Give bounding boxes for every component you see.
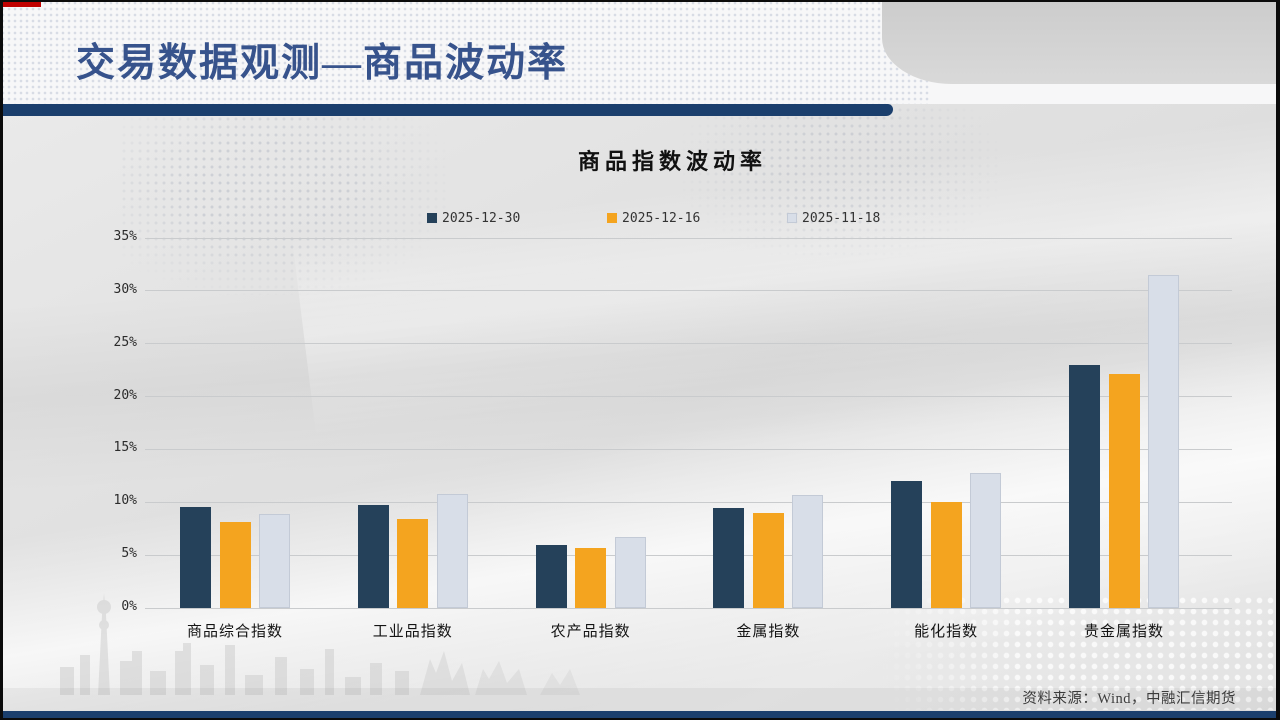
source-note: 资料来源：Wind，中融汇信期货 <box>1022 691 1236 707</box>
footer-strip <box>0 688 1280 712</box>
bar-2025-12-30-能化指数 <box>891 481 923 608</box>
chart-legend: 2025-12-30 2025-12-16 2025-11-18 <box>0 209 1280 227</box>
bottom-navy-bar <box>0 711 1280 718</box>
bar-2025-11-18-金属指数 <box>792 494 824 608</box>
header-band <box>0 0 1280 104</box>
y-tick-label: 5% <box>121 546 137 562</box>
legend-label: 2025-11-18 <box>802 210 881 226</box>
world-map-dots-pattern <box>680 90 1000 260</box>
legend-swatch-series1 <box>427 213 437 223</box>
halftone-dots-pattern <box>880 595 1280 710</box>
slide-title: 交易数据观测—商品波动率 <box>76 42 569 85</box>
bar-2025-12-16-贵金属指数 <box>1108 374 1140 608</box>
title-underline-bar <box>0 104 893 116</box>
legend-item: 2025-11-18 <box>787 209 880 227</box>
bar-2025-12-16-商品综合指数 <box>219 522 251 608</box>
bar-2025-12-30-商品综合指数 <box>180 506 211 608</box>
x-category-label: 农产品指数 <box>550 624 631 640</box>
bar-2025-11-18-农产品指数 <box>614 537 646 608</box>
y-tick-label: 30% <box>113 281 137 297</box>
bar-2025-12-30-农产品指数 <box>535 544 567 608</box>
frame-edge <box>0 718 1280 720</box>
header-dots-pattern <box>0 0 930 104</box>
gridline-5 <box>145 554 1232 556</box>
gridline-25 <box>145 343 1232 345</box>
legend-swatch-series2 <box>607 213 617 223</box>
world-map-dots-pattern <box>120 115 450 295</box>
bar-2025-12-16-工业品指数 <box>397 519 429 608</box>
gridline-10 <box>145 501 1232 503</box>
frame-edge <box>0 0 3 720</box>
gridline-30 <box>145 290 1232 292</box>
bar-2025-11-18-能化指数 <box>970 472 1002 608</box>
x-category-label: 工业品指数 <box>372 624 453 640</box>
bar-2025-11-18-商品综合指数 <box>259 513 290 608</box>
y-tick-label: 15% <box>113 440 137 456</box>
bar-2025-12-16-能化指数 <box>930 502 962 608</box>
y-tick-label: 25% <box>113 334 137 350</box>
bar-2025-12-30-贵金属指数 <box>1069 364 1100 608</box>
legend-item: 2025-12-16 <box>607 209 700 227</box>
bar-2025-12-16-农产品指数 <box>575 547 607 608</box>
y-tick-label: 35% <box>113 229 137 244</box>
frame-edge <box>0 0 1280 2</box>
legend-item: 2025-12-30 <box>427 209 520 227</box>
frame-edge <box>1276 0 1280 720</box>
x-category-label: 贵金属指数 <box>1083 624 1164 640</box>
header-gray-corner <box>882 0 1280 84</box>
bar-2025-12-16-金属指数 <box>752 512 784 608</box>
y-tick-label: 0% <box>121 599 137 614</box>
x-category-label: 能化指数 <box>914 624 979 640</box>
x-category-label: 金属指数 <box>736 624 801 640</box>
gridline-15 <box>145 448 1232 450</box>
legend-label: 2025-12-16 <box>622 210 701 226</box>
gridline-20 <box>145 396 1232 398</box>
gridline-35 <box>145 237 1232 239</box>
y-tick-label: 10% <box>113 493 137 509</box>
city-skyline-silhouette <box>60 593 580 695</box>
x-category-label: 商品综合指数 <box>186 624 283 640</box>
gridline-0 <box>145 607 1232 609</box>
bar-2025-11-18-工业品指数 <box>436 493 468 608</box>
chart-title: 商品指数波动率 <box>577 149 767 174</box>
legend-swatch-series3 <box>787 213 797 223</box>
y-tick-label: 20% <box>113 387 137 403</box>
legend-label: 2025-12-30 <box>442 210 521 226</box>
red-accent-block <box>3 0 41 7</box>
bar-2025-11-18-贵金属指数 <box>1148 275 1179 608</box>
bar-2025-12-30-工业品指数 <box>357 505 389 608</box>
bar-2025-12-30-金属指数 <box>713 507 745 608</box>
